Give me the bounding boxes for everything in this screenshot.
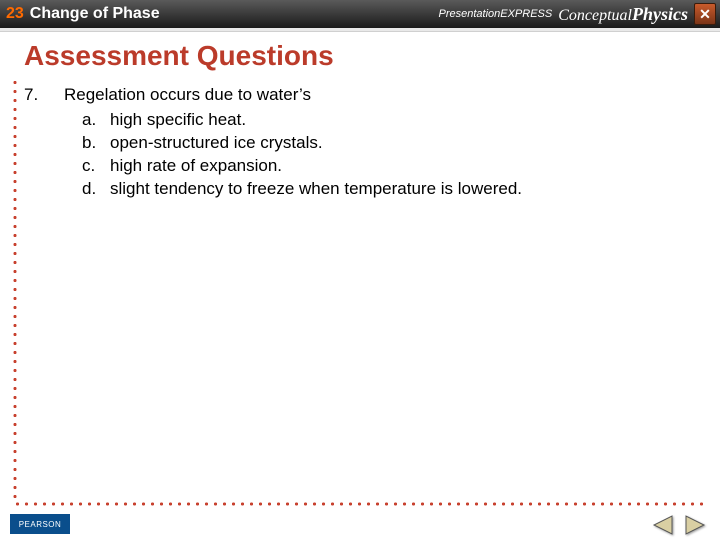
brand-conceptual: Conceptual	[558, 7, 632, 25]
publisher-text: PEARSON	[19, 520, 62, 529]
next-button[interactable]	[682, 514, 708, 536]
brand-block: PresentationEXPRESS Conceptual Physics ✕	[439, 3, 720, 25]
option-text: high specific heat.	[110, 109, 246, 132]
option-letter: a.	[82, 109, 110, 132]
dotted-border-left	[13, 78, 17, 504]
question-body: Regelation occurs due to water’s a. high…	[64, 84, 700, 201]
question: 7. Regelation occurs due to water’s a. h…	[24, 84, 700, 201]
option-text: high rate of expansion.	[110, 155, 282, 178]
question-stem: Regelation occurs due to water’s	[64, 84, 700, 107]
option-b: b. open-structured ice crystals.	[82, 132, 700, 155]
brand-text: PresentationEXPRESS Conceptual Physics	[439, 4, 689, 25]
slide-content: Assessment Questions 7. Regelation occur…	[24, 40, 700, 500]
chevron-right-icon	[682, 514, 708, 536]
nav-buttons	[650, 514, 708, 536]
top-underbar	[0, 28, 720, 32]
chapter-title: Change of Phase	[30, 5, 160, 23]
close-button[interactable]: ✕	[694, 3, 716, 25]
top-bar: 23 Change of Phase PresentationEXPRESS C…	[0, 0, 720, 28]
option-letter: d.	[82, 178, 110, 201]
footer: PEARSON	[0, 510, 720, 540]
brand-tag: PresentationEXPRESS	[439, 8, 553, 20]
option-c: c. high rate of expansion.	[82, 155, 700, 178]
options-list: a. high specific heat. b. open-structure…	[64, 109, 700, 201]
option-letter: b.	[82, 132, 110, 155]
option-d: d. slight tendency to freeze when temper…	[82, 178, 700, 201]
publisher-logo: PEARSON	[10, 514, 70, 534]
close-icon: ✕	[699, 6, 711, 23]
option-letter: c.	[82, 155, 110, 178]
dotted-border-bottom	[13, 502, 708, 506]
chapter-number: 23	[6, 5, 24, 23]
option-text: slight tendency to freeze when temperatu…	[110, 178, 522, 201]
question-number: 7.	[24, 84, 64, 201]
option-a: a. high specific heat.	[82, 109, 700, 132]
prev-button[interactable]	[650, 514, 676, 536]
brand-physics: Physics	[632, 4, 688, 25]
section-heading: Assessment Questions	[24, 40, 700, 72]
chapter-block: 23 Change of Phase	[0, 5, 160, 23]
chevron-left-icon	[650, 514, 676, 536]
option-text: open-structured ice crystals.	[110, 132, 323, 155]
